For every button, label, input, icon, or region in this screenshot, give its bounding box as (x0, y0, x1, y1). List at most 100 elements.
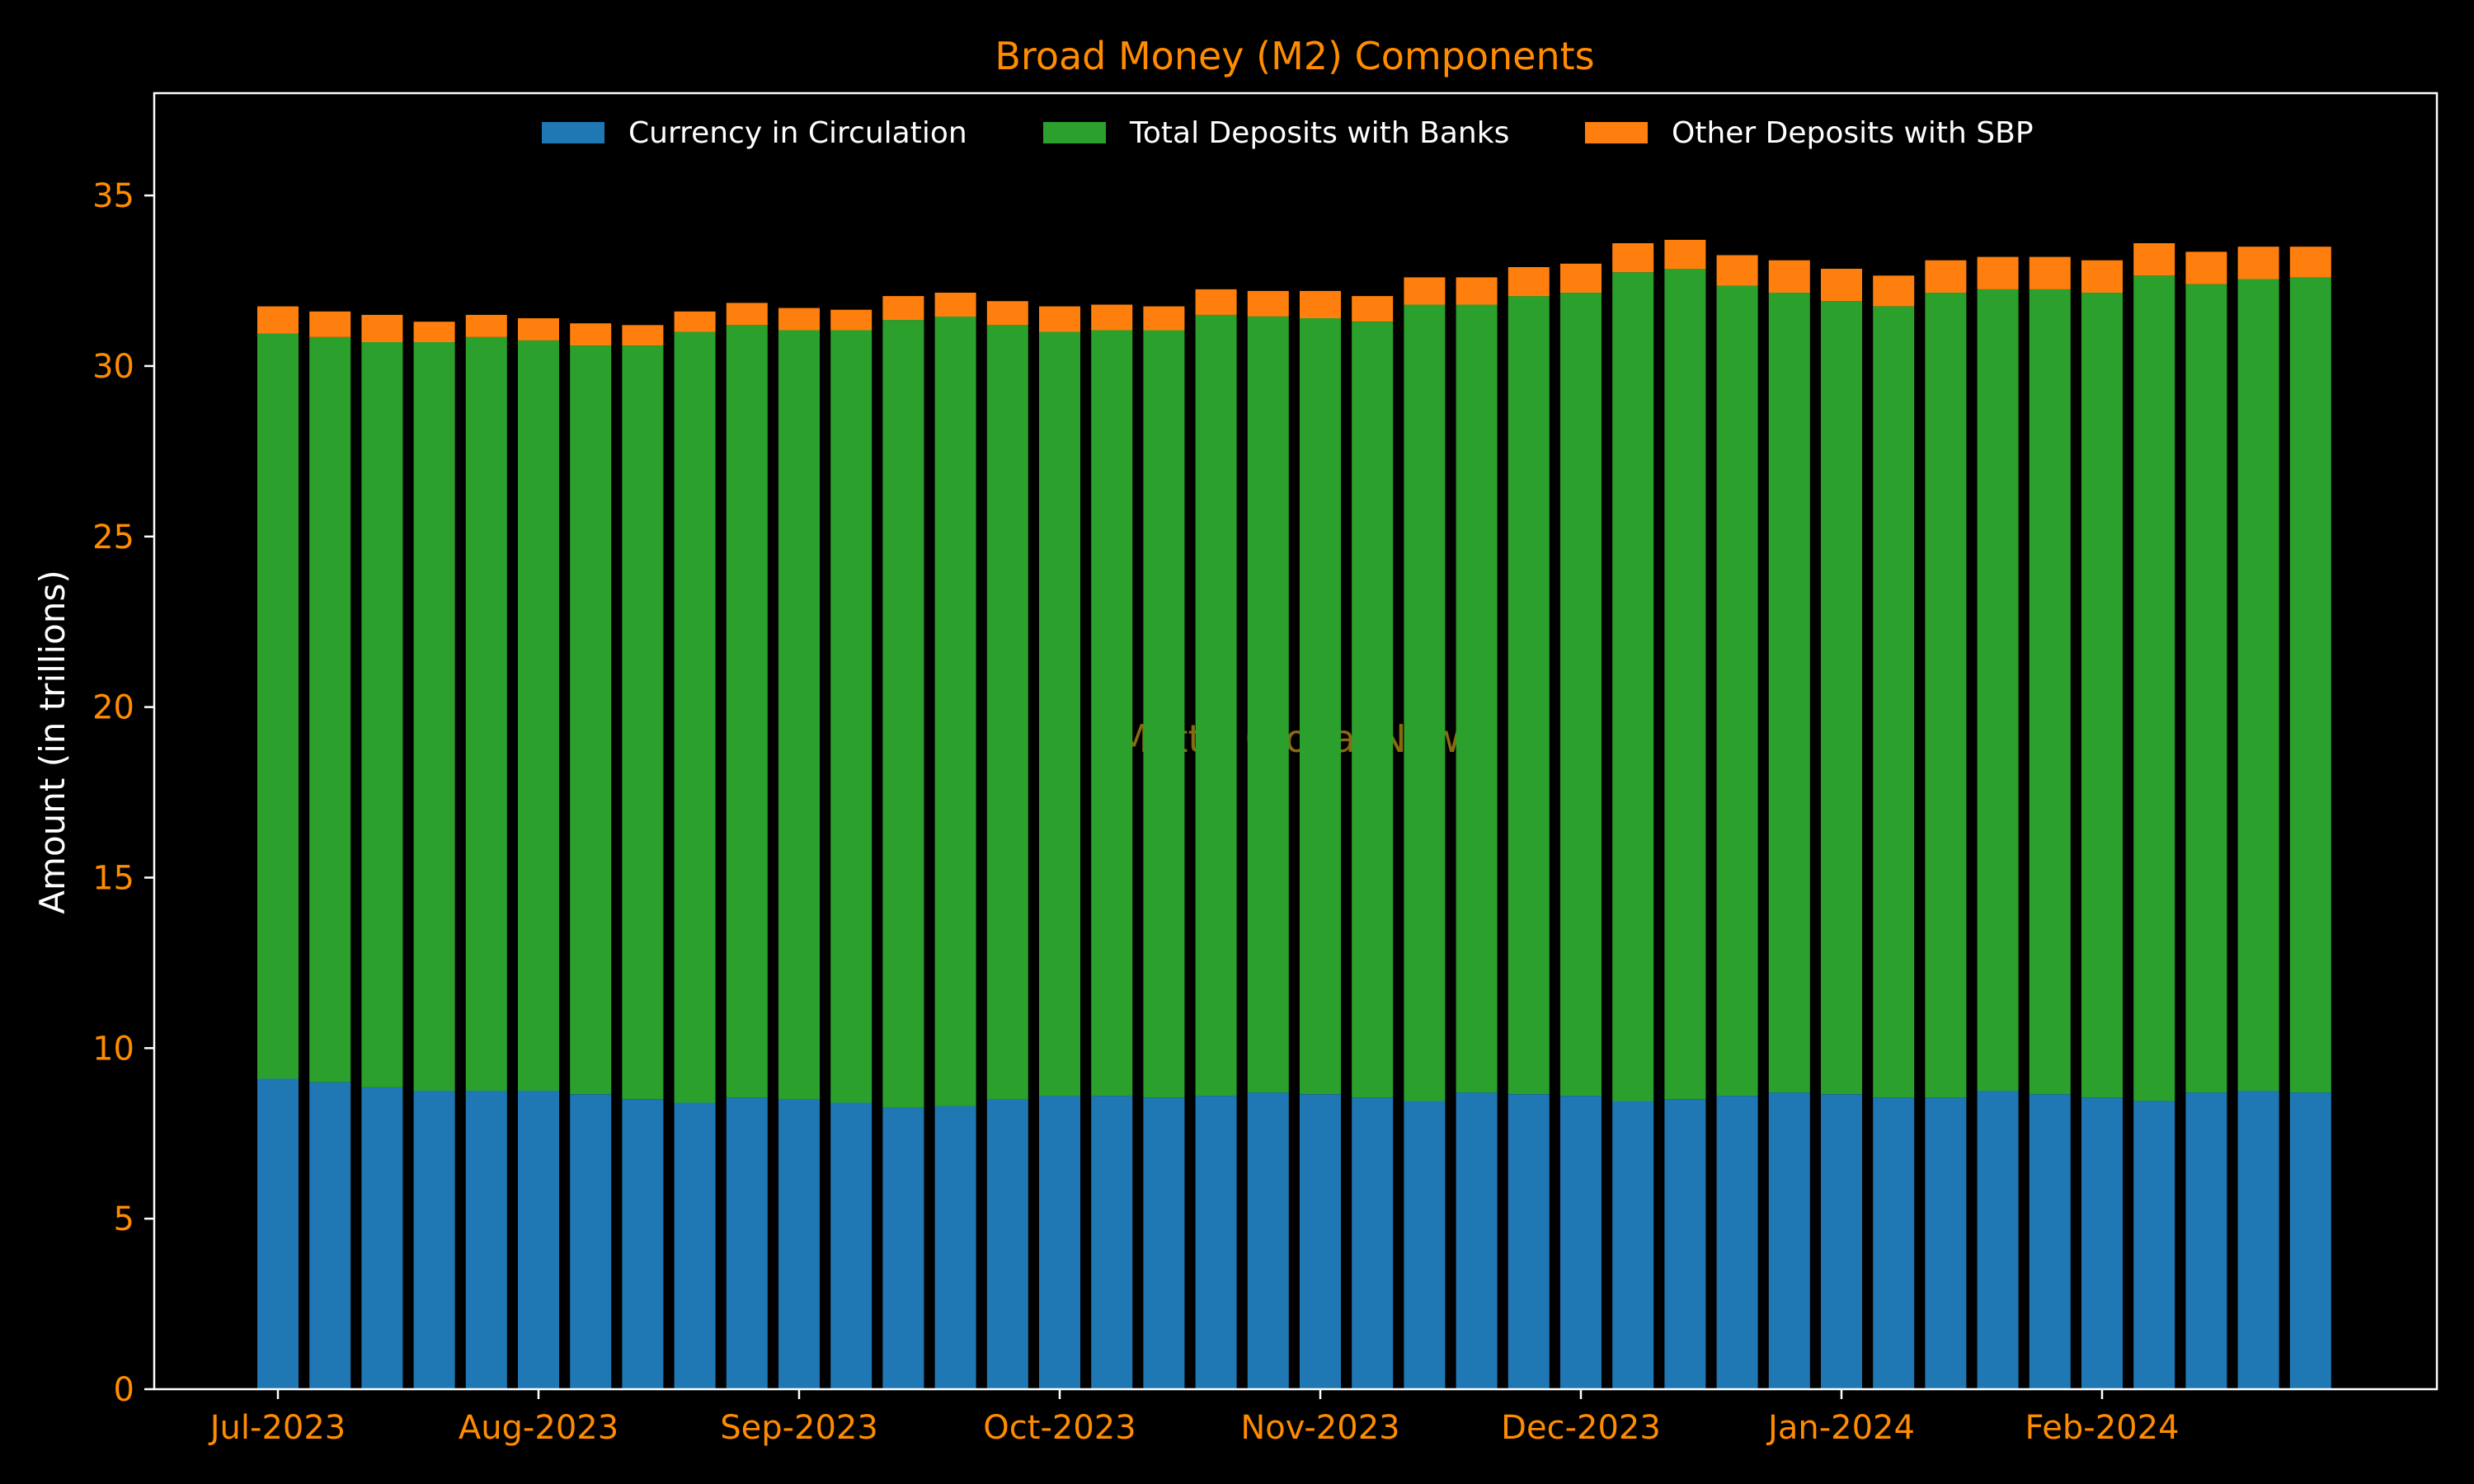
bar-segment-series-1-10 (778, 330, 820, 1100)
bar-segment-series-0-28 (1716, 1096, 1758, 1389)
bar-segment-series-1-30 (1821, 301, 1862, 1095)
bar-segment-series-1-15 (1039, 331, 1080, 1097)
bar-segment-series-0-9 (726, 1097, 768, 1389)
bar-segment-series-2-2 (361, 314, 403, 342)
bar-segment-series-2-21 (1352, 296, 1394, 322)
bar-segment-series-2-23 (1456, 277, 1498, 305)
legend-swatch (1585, 122, 1648, 143)
bar-segment-series-1-18 (1195, 314, 1237, 1097)
bar-segment-series-1-1 (309, 336, 351, 1082)
bar-segment-series-0-4 (465, 1091, 507, 1389)
bar-segment-series-2-5 (518, 318, 559, 340)
bar-segment-series-0-37 (2185, 1092, 2227, 1389)
bar-segment-series-2-25 (1560, 263, 1602, 293)
bar-segment-series-2-37 (2185, 251, 2227, 284)
bar-segment-series-2-24 (1507, 267, 1550, 297)
bar-segment-series-0-27 (1664, 1099, 1706, 1389)
bar-segment-series-2-8 (674, 311, 716, 332)
bar-segment-series-1-25 (1560, 293, 1602, 1097)
bar-segment-series-2-28 (1716, 255, 1758, 286)
bar-segment-series-1-8 (674, 331, 716, 1103)
bar-segment-series-0-35 (2081, 1097, 2123, 1389)
bar-segment-series-2-10 (778, 308, 820, 331)
bar-segment-series-1-32 (1925, 293, 1967, 1098)
bar-segment-series-2-35 (2081, 260, 2123, 293)
x-tick-label: Nov-2023 (1240, 1409, 1399, 1447)
x-tick-label: Oct-2023 (983, 1409, 1136, 1447)
plot-frame (153, 92, 2439, 1391)
y-tick-label: 5 (114, 1200, 134, 1238)
bar-segment-series-0-19 (1247, 1092, 1289, 1389)
bar-segment-series-2-32 (1925, 260, 1967, 293)
bar-segment-series-2-20 (1300, 290, 1341, 318)
axes-layer: 0 5 10 15 20 25 30 35 Jul-2023 Aug-2023 Sep-2023 Oc… (92, 92, 2439, 1447)
bar-segment-series-2-39 (2289, 247, 2331, 278)
legend-label: Other Deposits with SBP (1672, 116, 2034, 150)
bar-segment-series-0-15 (1039, 1096, 1080, 1389)
bar-segment-series-0-16 (1091, 1096, 1133, 1389)
legend-label: Currency in Circulation (628, 116, 967, 150)
bar-segment-series-2-11 (830, 309, 872, 331)
y-tick-label: 15 (92, 859, 134, 897)
bar-segment-series-2-34 (2029, 256, 2071, 289)
y-tick-label: 10 (92, 1030, 134, 1068)
bar-segment-series-0-6 (570, 1094, 612, 1389)
y-tick-label: 0 (114, 1371, 134, 1409)
bar-segment-series-0-7 (622, 1099, 664, 1389)
bar-segment-series-0-13 (934, 1106, 976, 1389)
bar-segment-series-1-26 (1612, 272, 1654, 1101)
bar-segment-series-2-26 (1612, 243, 1654, 273)
bar-segment-series-2-4 (465, 314, 507, 337)
bar-segment-series-0-11 (830, 1102, 872, 1389)
bar-segment-series-1-0 (257, 333, 299, 1079)
bar-segment-series-2-17 (1143, 306, 1185, 331)
x-tick-label: Dec-2023 (1501, 1409, 1661, 1447)
bars-layer (257, 239, 2331, 1389)
bar-segment-series-1-23 (1456, 304, 1498, 1093)
bar-segment-series-1-17 (1143, 330, 1185, 1098)
bar-segment-series-1-34 (2029, 289, 2071, 1095)
bar-segment-series-1-4 (465, 336, 507, 1091)
bar-segment-series-2-9 (726, 303, 768, 326)
bar-segment-series-0-22 (1404, 1101, 1446, 1389)
bar-segment-series-0-34 (2029, 1094, 2071, 1389)
bar-segment-series-2-1 (309, 311, 351, 337)
bar-segment-series-1-29 (1768, 293, 1810, 1093)
bar-segment-series-0-31 (1873, 1097, 1915, 1389)
bar-segment-series-1-37 (2185, 284, 2227, 1093)
bar-segment-series-2-29 (1768, 260, 1810, 293)
bar-segment-series-2-22 (1404, 277, 1446, 305)
y-tick-label: 20 (92, 689, 134, 727)
bar-segment-series-1-36 (2133, 275, 2175, 1101)
bar-segment-series-0-17 (1143, 1097, 1185, 1389)
bar-segment-series-0-36 (2133, 1101, 2175, 1389)
bar-segment-series-2-33 (1977, 256, 2019, 289)
bar-segment-series-0-1 (309, 1082, 351, 1389)
bar-segment-series-2-36 (2133, 243, 2175, 276)
bar-segment-series-0-2 (361, 1087, 403, 1389)
bar-segment-series-1-2 (361, 342, 403, 1087)
legend: Currency in Circulation Total Deposits wi… (542, 116, 2034, 150)
bar-segment-series-1-7 (622, 345, 664, 1100)
bar-segment-series-2-14 (986, 301, 1028, 326)
bar-segment-series-0-5 (518, 1091, 559, 1389)
y-tick-label: 25 (92, 519, 134, 556)
legend-swatch (1043, 122, 1106, 143)
bar-segment-series-1-14 (986, 325, 1028, 1100)
bar-segment-series-0-10 (778, 1099, 820, 1389)
bar-segment-series-2-6 (570, 323, 612, 346)
bar-segment-series-2-13 (934, 293, 976, 317)
bar-segment-series-1-19 (1247, 317, 1289, 1093)
bar-segment-series-1-24 (1507, 296, 1550, 1095)
bar-segment-series-0-3 (413, 1091, 455, 1389)
bar-segment-series-0-39 (2289, 1092, 2331, 1389)
bar-segment-series-1-22 (1404, 304, 1446, 1101)
bar-segment-series-1-5 (518, 340, 559, 1091)
x-tick-label: Jan-2024 (1766, 1409, 1915, 1447)
bar-segment-series-0-32 (1925, 1097, 1967, 1389)
y-tick-label: 35 (92, 177, 134, 215)
bar-segment-series-2-7 (622, 325, 664, 346)
bar-segment-series-1-20 (1300, 318, 1341, 1095)
